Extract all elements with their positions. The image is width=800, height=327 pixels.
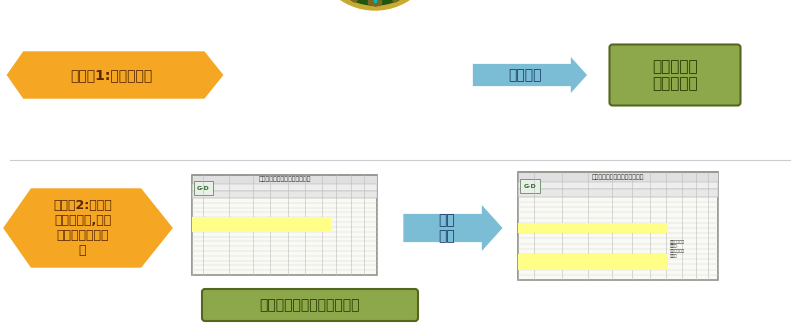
- Text: 终极
改善: 终极 改善: [438, 213, 455, 243]
- Bar: [194, 181, 213, 195]
- Polygon shape: [403, 204, 503, 252]
- Text: 进给速度快
加工效率快: 进给速度快 加工效率快: [652, 59, 698, 91]
- Bar: [192, 191, 377, 198]
- Bar: [192, 184, 377, 191]
- Bar: [192, 222, 330, 227]
- Bar: [518, 265, 668, 269]
- Text: 珠海格力大金精密模具有限公司: 珠海格力大金精密模具有限公司: [592, 174, 644, 180]
- Text: 加工顺序已经
最佳化,
逐张次排个零
模加工: 加工顺序已经 最佳化, 逐张次排个零 模加工: [670, 240, 685, 258]
- Circle shape: [318, 0, 432, 5]
- Text: 直接效果: 直接效果: [508, 68, 542, 82]
- Bar: [518, 254, 668, 259]
- Bar: [192, 175, 377, 184]
- Bar: [518, 172, 718, 182]
- Bar: [518, 189, 718, 197]
- Bar: [518, 228, 668, 233]
- Text: 改善点1:增加排气孔: 改善点1:增加排气孔: [70, 68, 153, 82]
- Polygon shape: [473, 56, 587, 94]
- Text: 达到最优化高效的加工顺序: 达到最优化高效的加工顺序: [260, 298, 360, 312]
- Bar: [518, 259, 668, 265]
- Bar: [518, 172, 718, 280]
- Polygon shape: [4, 189, 172, 267]
- Bar: [520, 179, 540, 193]
- Text: G·D: G·D: [197, 185, 210, 191]
- FancyBboxPatch shape: [202, 289, 418, 321]
- Bar: [518, 223, 668, 228]
- Bar: [192, 227, 330, 232]
- Bar: [518, 182, 718, 189]
- Text: G·D: G·D: [524, 183, 536, 189]
- Bar: [192, 175, 377, 275]
- Bar: [192, 217, 330, 222]
- Text: 改善点2:以加工
效率为主导,依次
最佳排好加工顺
序: 改善点2:以加工 效率为主导,依次 最佳排好加工顺 序: [53, 199, 112, 257]
- FancyBboxPatch shape: [610, 44, 741, 106]
- Text: 珠海格力大金精密模具有限公司: 珠海格力大金精密模具有限公司: [258, 177, 310, 182]
- Circle shape: [313, 0, 437, 10]
- Polygon shape: [7, 52, 222, 98]
